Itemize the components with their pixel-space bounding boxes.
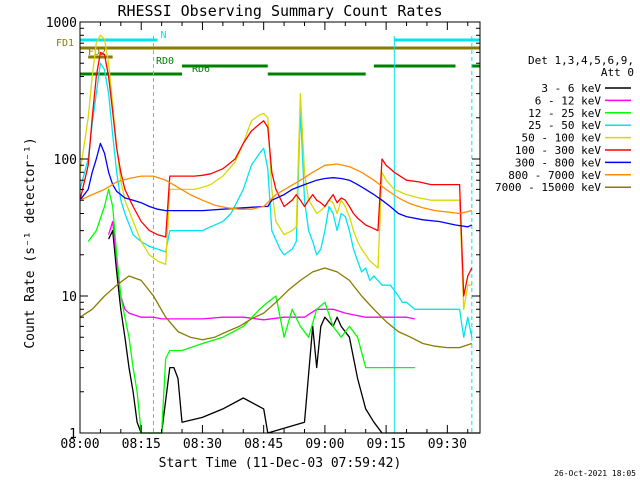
plot-frame bbox=[79, 21, 481, 434]
series-line-6 bbox=[79, 142, 473, 228]
flag-label-fd1: FD1 bbox=[56, 38, 74, 49]
legend-label: 800 - 7000 keV bbox=[508, 169, 601, 182]
legend-label: 3 - 6 keV bbox=[541, 82, 601, 95]
chart-title: RHESSI Observing Summary Count Rates bbox=[117, 2, 442, 20]
flag-label-rd6: RD6 bbox=[192, 64, 210, 75]
series-line-2 bbox=[87, 188, 415, 434]
legend-label: 6 - 12 keV bbox=[535, 94, 602, 107]
x-tick-label: 09:00 bbox=[305, 437, 344, 452]
series-lines bbox=[79, 34, 480, 434]
legend-label: 50 - 100 keV bbox=[522, 132, 602, 145]
x-tick-label: 08:15 bbox=[122, 437, 161, 452]
legend-label: 25 - 50 keV bbox=[528, 119, 601, 132]
series-line-8 bbox=[79, 267, 473, 349]
legend-label: 100 - 300 keV bbox=[515, 144, 601, 157]
x-tick-label: 08:30 bbox=[183, 437, 222, 452]
legend-title: Att 0 bbox=[601, 66, 634, 79]
series-line-1 bbox=[107, 220, 415, 321]
y-tick-label: 100 bbox=[54, 153, 77, 168]
y-tick-label: 1 bbox=[69, 427, 77, 442]
series-line-5 bbox=[79, 51, 473, 297]
legend-label: 12 - 25 keV bbox=[528, 107, 601, 120]
series-line-7 bbox=[79, 163, 472, 215]
flag-label-n: N bbox=[161, 30, 167, 41]
flag-label-rd0: RD0 bbox=[156, 56, 174, 67]
flag-label-fd2: FD2 bbox=[88, 47, 106, 58]
timestamp: 26-Oct-2021 18:05 bbox=[554, 469, 636, 478]
series-line-0 bbox=[108, 229, 480, 434]
x-tick-label: 08:45 bbox=[244, 437, 283, 452]
legend-label: 300 - 800 keV bbox=[515, 156, 601, 169]
axes: 1 10 100 1000 08:00 08:15 08:30 08:45 09:00 09:15… bbox=[46, 16, 481, 452]
y-tick-label: 10 bbox=[61, 290, 77, 305]
y-tick-label: 1000 bbox=[46, 16, 77, 31]
y-axis-label: Count Rate (s⁻¹ detector⁻¹) bbox=[23, 137, 38, 348]
x-tick-label: 09:15 bbox=[367, 437, 406, 452]
legend-label: 7000 - 15000 keV bbox=[495, 181, 601, 194]
flag-bars: N FD1 FD2 RD0 RD6 bbox=[56, 30, 480, 76]
x-tick-label: 08:00 bbox=[60, 437, 99, 452]
x-axis-label: Start Time (11-Dec-03 07:59:42) bbox=[159, 456, 402, 471]
x-tick-label: 09:30 bbox=[428, 437, 467, 452]
series-line-4 bbox=[79, 34, 472, 310]
legend-title: Det 1,3,4,5,6,9, bbox=[528, 54, 634, 67]
